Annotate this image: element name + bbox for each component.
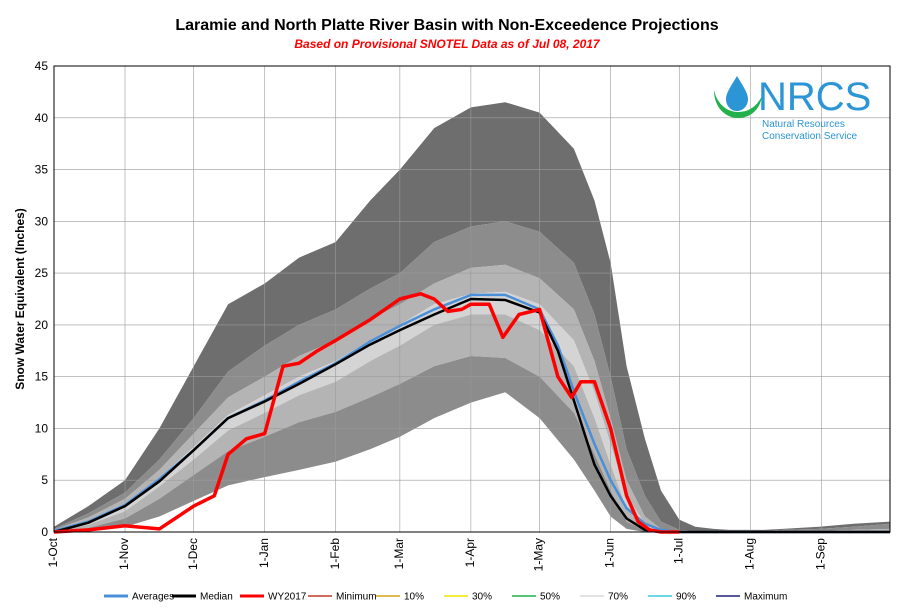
nrcs-logo: NRCS Natural Resources Conservation Serv… xyxy=(714,75,871,142)
y-axis-label: Snow Water Equivalent (Inches) xyxy=(13,208,27,390)
legend-item: 90% xyxy=(648,592,696,603)
y-axis: 0 5 10 15 20 25 30 35 40 45 xyxy=(35,59,49,539)
logo-line1: Natural Resources xyxy=(762,119,845,130)
legend: Averages Median WY2017 Minimum 10% 30% 50% 70% 9… xyxy=(104,592,787,603)
chart-title: Laramie and North Platte River Basin wit… xyxy=(175,17,718,34)
y-tick-label: 35 xyxy=(35,163,49,177)
x-tick-label: 1-Jul xyxy=(671,538,685,564)
x-tick-label: 1-Jun xyxy=(603,538,617,568)
x-tick-label: 1-Mar xyxy=(392,538,406,569)
legend-label: WY2017 xyxy=(268,592,307,603)
x-tick-label: 1-Sep xyxy=(813,538,827,570)
x-tick-label: 1-May xyxy=(532,538,546,571)
x-tick-label: 1-Dec xyxy=(186,538,200,570)
x-tick-label: 1-Oct xyxy=(46,537,60,567)
legend-item: 70% xyxy=(580,592,628,603)
legend-item: Median xyxy=(172,592,233,603)
legend-label: 70% xyxy=(608,592,628,603)
legend-item: Averages xyxy=(104,592,174,603)
legend-item: 30% xyxy=(444,592,492,603)
y-tick-label: 5 xyxy=(41,473,48,487)
legend-label: Median xyxy=(200,592,233,603)
legend-item: 50% xyxy=(512,592,560,603)
legend-label: 90% xyxy=(676,592,696,603)
legend-item: WY2017 xyxy=(240,592,307,603)
plot-border xyxy=(53,65,891,533)
legend-label: 10% xyxy=(404,592,424,603)
y-tick-label: 25 xyxy=(35,266,49,280)
band-max-90 xyxy=(54,102,890,531)
y-tick-label: 40 xyxy=(35,111,49,125)
legend-item: Minimum xyxy=(308,592,377,603)
y-tick-label: 15 xyxy=(35,370,49,384)
x-tick-label: 1-Apr xyxy=(463,538,477,567)
y-tick-label: 0 xyxy=(41,525,48,539)
chart-subtitle: Based on Provisional SNOTEL Data as of J… xyxy=(294,37,601,51)
legend-item: Maximum xyxy=(716,592,787,603)
y-tick-label: 10 xyxy=(35,421,49,435)
x-tick-label: 1-Nov xyxy=(117,538,131,570)
legend-label: 30% xyxy=(472,592,492,603)
legend-item: 10% xyxy=(376,592,424,603)
swoosh-icon xyxy=(714,90,762,118)
percentile-bands xyxy=(54,102,890,533)
legend-label: Averages xyxy=(132,592,174,603)
x-tick-label: 1-Feb xyxy=(328,538,342,570)
logo-line2: Conservation Service xyxy=(762,131,857,142)
legend-label: 50% xyxy=(540,592,560,603)
legend-label: Minimum xyxy=(336,592,377,603)
plot-area xyxy=(53,65,891,534)
x-axis: 1-Oct 1-Nov 1-Dec 1-Jan 1-Feb 1-Mar 1-Apr 1-May… xyxy=(46,537,827,571)
y-tick-label: 20 xyxy=(35,318,49,332)
water-drop-icon xyxy=(726,76,748,111)
legend-label: Maximum xyxy=(744,592,787,603)
x-tick-label: 1-Jan xyxy=(257,538,271,568)
band-10-min xyxy=(54,356,890,532)
y-tick-label: 45 xyxy=(35,59,49,73)
band-30-10 xyxy=(54,314,890,532)
series-line-wy2017 xyxy=(53,292,680,534)
y-tick-label: 30 xyxy=(35,214,49,228)
x-tick-label: 1-Aug xyxy=(742,538,756,570)
logo-acronym: NRCS xyxy=(758,75,871,119)
